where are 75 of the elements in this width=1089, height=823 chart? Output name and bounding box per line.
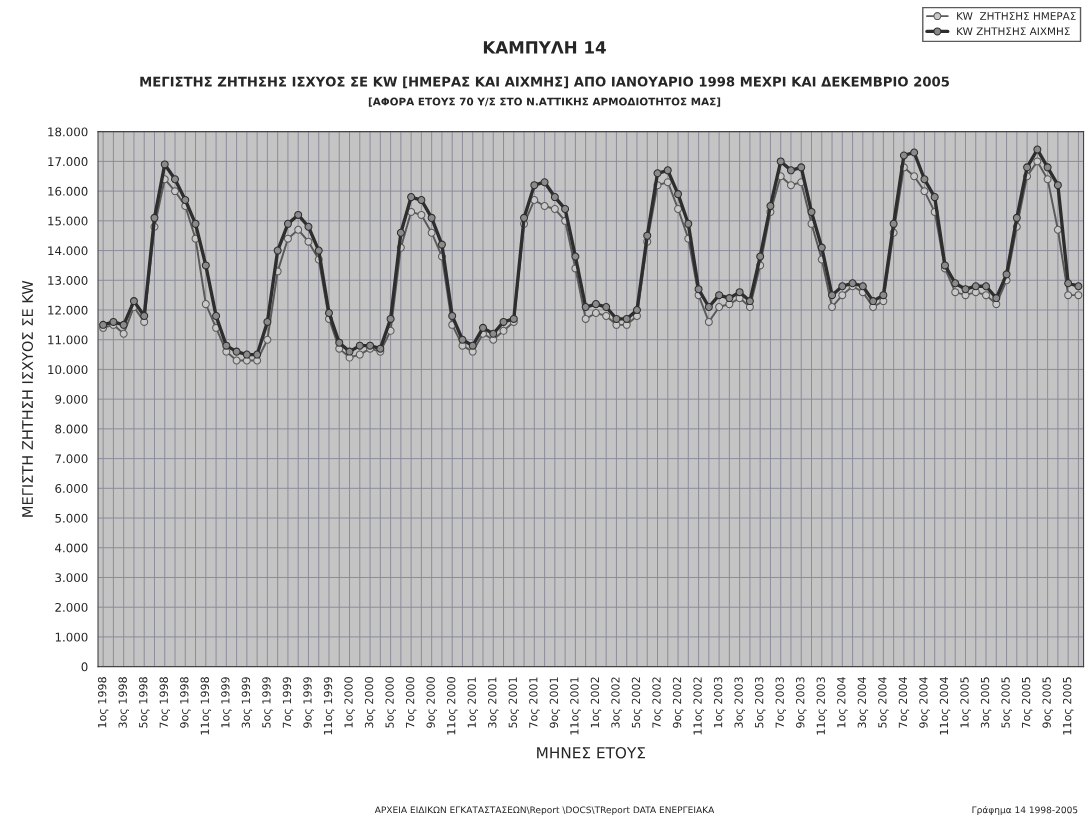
x-tick-label: 5ος 2000 <box>385 677 396 728</box>
x-tick-label: 1ος 2001 <box>467 677 479 728</box>
x-axis-title: ΜΗΝΕΣ ΕΤΟΥΣ <box>537 747 645 759</box>
y-tick-label: 13.000 <box>48 276 88 285</box>
y-tick-label: 7.000 <box>55 454 88 464</box>
x-tick-label: 7ος 2001 <box>529 677 540 728</box>
x-tick-label: 5ος 2004 <box>878 676 889 728</box>
x-tick-label: 1ος 2004 <box>837 676 848 728</box>
x-tick-label: 11ος 2005 <box>1062 677 1074 735</box>
y-tick-label: 10.000 <box>48 365 88 375</box>
chart-subtitle: ΜΕΓΙΣΤΗΣ ΖΗΤΗΣΗΣ ΙΣΧΥΟΣ ΣΕ KW [ΗΜΕΡΑΣ ΚΑΙ ΑΙΧΜΗΣ] ΑΠΟ ΙΑΝΟΥΑΡΙΟ 1998 ΜΕΧΡΙ ΚΑΙ ΔΕΚΕΜΒΡΙΟ 2005 [ΑΦΟΡΑ ΕΤΟΥΣ 70 Υ/Σ ΣΤΟ Ν.ΑΤΤΙΚΗΣ ΑΡΜΟΔΙΟΤΗΤΟΣ ΜΑΣ] <box>140 76 949 107</box>
legend-label: KW ΖΗΤΗΣΗΣ ΑΙΧΜΗΣ <box>957 27 1070 36</box>
x-tick-label: 3ος 2005 <box>980 677 992 728</box>
x-tick-label: 9ος 2003 <box>796 677 807 728</box>
x-tick-label: 5ος 2005 <box>1001 677 1012 728</box>
y-tick-label: 15.000 <box>48 216 88 226</box>
text: ΑΡΧΕΙΑ ΕΙΔΙΚΩΝ ΕΓΚΑΤΑΣΤΑΣΕΩΝ\Report \DOCS\TReport DATA ΕΝΕΡΓΕΙΑΚΑ <box>374 806 715 815</box>
chart-title: ΚΑΜΠΥΛΗ 14 <box>483 41 606 54</box>
y-tick-label: 9.000 <box>55 394 88 404</box>
x-tick-label: 9ος 2001 <box>549 677 561 728</box>
y-tick-label: 0 <box>81 662 88 672</box>
x-tick-label: 9ος 1998 <box>180 677 191 728</box>
y-tick-label: 12.000 <box>48 305 88 315</box>
x-tick-label: 5ος 1998 <box>139 677 150 728</box>
x-tick-label: 1ος 1999 <box>221 677 232 728</box>
y-tick-label: 3.000 <box>55 573 88 583</box>
x-tick-label: 11ος 1998 <box>200 677 212 735</box>
y-tick-label: 14.000 <box>48 246 88 256</box>
x-tick-label: 7ος 2004 <box>898 676 910 728</box>
x-tick-label: 5ος 2001 <box>508 677 520 728</box>
x-tick-label: 3ος 2004 <box>857 676 869 728</box>
text: Γράφημα 14 1998-2005 <box>972 805 1078 815</box>
x-tick-label: 9ος 2000 <box>426 677 438 728</box>
x-tick-label: 1ος 2003 <box>713 677 725 728</box>
x-tick-label: 1ος 1998 <box>97 677 109 728</box>
x-tick-label: 1ος 2002 <box>590 677 602 728</box>
x-tick-label: 3ος 2000 <box>364 677 376 728</box>
x-tick-label: 9ος 2005 <box>1042 677 1053 728</box>
x-tick-label: 11ος 2003 <box>816 677 828 735</box>
y-tick-label: 17.000 <box>48 157 88 167</box>
y-tick-label: 2.000 <box>55 602 88 612</box>
x-tick-label: 7ος 1998 <box>159 677 171 728</box>
x-tick-label: 5ος 2002 <box>631 677 643 728</box>
x-tick-label: 3ος 2003 <box>734 677 746 728</box>
x-tick-label: 11ος 2001 <box>570 677 581 735</box>
x-tick-label: 9ος 1999 <box>303 677 314 728</box>
x-tick-label: 7ος 2003 <box>775 677 787 728</box>
legend-label: KW ΖΗΤΗΣΗΣ ΗΜΕΡΑΣ <box>957 12 1076 20</box>
x-tick-label: 3ος 2002 <box>611 677 622 728</box>
x-tick-label: 5ος 2003 <box>754 677 766 728</box>
y-tick-label: 16.000 <box>48 186 88 196</box>
y-tick-label: 6.000 <box>55 484 88 493</box>
y-tick-label: 1.000 <box>55 632 88 642</box>
y-tick-label: 18.000 <box>48 127 88 137</box>
x-tick-label: 7ος 2005 <box>1021 677 1033 728</box>
x-tick-label: 11ος 2000 <box>446 677 458 735</box>
x-tick-label: 1ος 2000 <box>344 677 355 728</box>
y-tick-label: 8.000 <box>55 424 88 434</box>
y-axis-title: ΜΕΓΙΣΤΗ ΖΗΤΗΣΗ ΙΣΧΥΟΣ ΣΕ KW <box>22 280 34 517</box>
y-tick-label: 11.000 <box>48 335 88 345</box>
x-tick-label: 11ος 1999 <box>323 677 335 735</box>
x-tick-label: 9ος 2002 <box>672 677 684 728</box>
x-tick-label: 7ος 2002 <box>652 677 663 728</box>
x-tick-label: 5ος 1999 <box>262 677 273 728</box>
x-tick-label: 7ος 1999 <box>282 677 294 728</box>
x-tick-label: 1ος 2005 <box>960 677 971 728</box>
x-tick-label: 3ος 2001 <box>488 677 499 728</box>
x-tick-label: 11ος 2004 <box>939 676 951 735</box>
x-tick-label: 3ος 1999 <box>241 677 253 728</box>
x-tick-label: 11ος 2002 <box>693 677 704 735</box>
y-tick-label: 5.000 <box>55 513 88 523</box>
x-tick-label: 7ος 2000 <box>405 677 417 728</box>
x-tick-label: 3ος 1998 <box>118 677 130 728</box>
y-tick-label: 4.000 <box>55 543 88 553</box>
x-tick-label: 9ος 2004 <box>919 676 930 728</box>
